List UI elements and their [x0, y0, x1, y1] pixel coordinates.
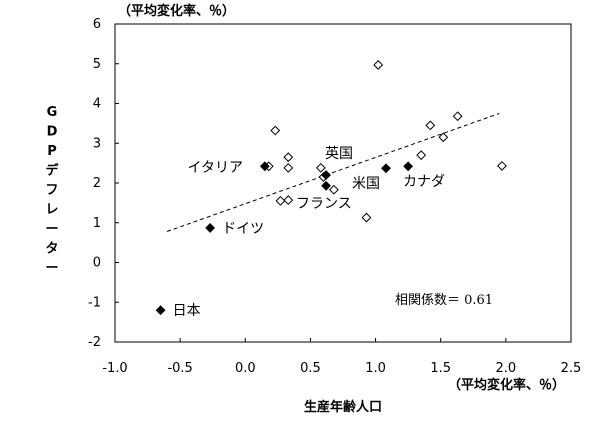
y-tick-label: 2 [93, 176, 101, 191]
y-tick-label: 1 [93, 216, 101, 231]
data-point-other [497, 161, 507, 171]
data-point-other [283, 195, 294, 205]
trendline [166, 112, 500, 232]
data-point-other [270, 125, 281, 136]
point-label: 英国 [325, 145, 353, 162]
x-axis: -1.0 -0.5 0.0 0.5 1.0 1.5 2.0 2.5 [102, 338, 581, 376]
x-tick-label: -0.5 [167, 361, 192, 376]
y-tick-label: 4 [93, 97, 101, 112]
data-point-5 [381, 163, 391, 174]
y-title-char: ー [45, 261, 58, 276]
y-tick-label: 6 [93, 17, 101, 32]
y-tick-label: 3 [93, 136, 101, 151]
other-countries-series [263, 60, 507, 223]
data-point-2 [259, 161, 270, 172]
x-tick-label: 2.0 [496, 361, 517, 376]
data-point-6 [403, 161, 414, 172]
data-point-0 [155, 305, 166, 316]
point-label: カナダ [403, 174, 445, 190]
y-title-char: フ [45, 183, 58, 198]
y-title-char: ー [45, 222, 58, 237]
y-unit-label: （平均変化率、％） [118, 3, 235, 19]
data-point-other [373, 60, 384, 70]
y-axis-title: G D P デフレーター [45, 105, 59, 276]
y-tick-label: 0 [93, 256, 101, 271]
data-point-1 [205, 223, 216, 233]
data-point-other [416, 150, 427, 161]
x-tick-label: -1.0 [102, 361, 127, 376]
y-title-char: P [47, 144, 57, 159]
y-tick-label: 5 [93, 57, 101, 72]
point-label: ドイツ [222, 221, 264, 237]
y-tick-label: -1 [88, 295, 101, 310]
y-axis-unit: （平均変化率、％） [118, 3, 235, 19]
y-title-char: デ [45, 163, 59, 179]
y-title-char: レ [45, 203, 58, 218]
data-point-other [452, 111, 463, 122]
x-axis-title: 生産年齢人口 [304, 399, 382, 415]
data-point-4 [321, 180, 331, 191]
data-point-other [438, 132, 449, 143]
data-point-other [283, 162, 294, 173]
plot-area-frame [114, 23, 572, 343]
data-point-other [425, 120, 436, 131]
x-tick-label: 0.5 [300, 361, 321, 376]
y-tick-label: -2 [88, 335, 101, 350]
data-point-other [283, 152, 294, 163]
x-tick-label: 2.5 [561, 361, 582, 376]
data-point-3 [321, 170, 331, 180]
data-point-other [315, 162, 326, 173]
y-title-char: D [47, 125, 58, 140]
x-tick-label: 1.0 [365, 361, 386, 376]
point-label: 日本 [173, 303, 201, 319]
x-tick-label: 1.5 [430, 361, 451, 376]
data-point-other [275, 195, 286, 206]
y-title-char: タ [45, 242, 58, 257]
point-label: フランス [296, 196, 352, 212]
x-tick-label: 0.0 [235, 361, 256, 376]
data-point-other [328, 184, 339, 195]
data-point-other [361, 212, 372, 223]
point-label: イタリア [188, 160, 243, 176]
y-axis: -2 -1 0 1 2 3 4 5 6 [88, 17, 119, 350]
y-title-char: G [47, 105, 58, 120]
x-unit-label: （平均変化率、％） [448, 377, 565, 393]
point-label: 米国 [352, 176, 380, 192]
correlation-annotation: 相関係数＝ 0.61 [395, 293, 493, 308]
